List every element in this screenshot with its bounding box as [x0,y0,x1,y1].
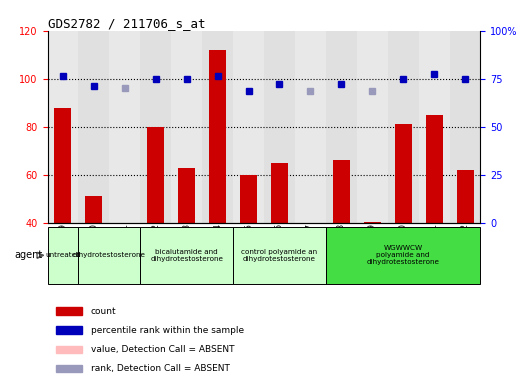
Bar [79,227,140,284]
Bar [109,31,140,223]
Bar [295,31,326,223]
Bar [56,365,82,372]
Bar [56,346,82,353]
Bar [86,196,102,223]
Text: WGWWCW
polyamide and
dihydrotestosterone: WGWWCW polyamide and dihydrotestosterone [366,245,440,265]
Bar [56,326,82,334]
Bar [240,175,257,223]
Text: bicalutamide and
dihydrotestosterone: bicalutamide and dihydrotestosterone [150,249,223,262]
Bar [178,167,195,223]
Bar [419,31,449,223]
Bar [202,31,233,223]
Bar [388,31,419,223]
Bar [457,170,474,223]
Text: untreated: untreated [45,252,81,258]
Bar [326,227,480,284]
Bar [79,31,109,223]
Bar [357,31,388,223]
Bar [326,31,357,223]
Bar [233,31,264,223]
Bar [426,115,442,223]
Bar [394,124,412,223]
Bar [271,163,288,223]
Bar [147,127,164,223]
Bar [140,31,171,223]
Bar [233,227,326,284]
Bar [364,222,381,223]
Text: agent: agent [14,250,42,260]
Bar [264,31,295,223]
Bar [54,108,71,223]
Bar [333,161,350,223]
Text: percentile rank within the sample: percentile rank within the sample [91,326,244,335]
Text: GDS2782 / 211706_s_at: GDS2782 / 211706_s_at [48,17,205,30]
Bar [209,50,226,223]
Text: dihydrotestosterone: dihydrotestosterone [73,252,146,258]
Text: control polyamide an
dihydrotestosterone: control polyamide an dihydrotestosterone [241,249,317,262]
Bar [449,31,480,223]
Text: count: count [91,306,117,316]
Text: rank, Detection Call = ABSENT: rank, Detection Call = ABSENT [91,364,230,373]
Bar [48,31,79,223]
Bar [171,31,202,223]
Text: value, Detection Call = ABSENT: value, Detection Call = ABSENT [91,345,234,354]
Bar [56,307,82,315]
Bar [48,227,79,284]
Bar [140,227,233,284]
